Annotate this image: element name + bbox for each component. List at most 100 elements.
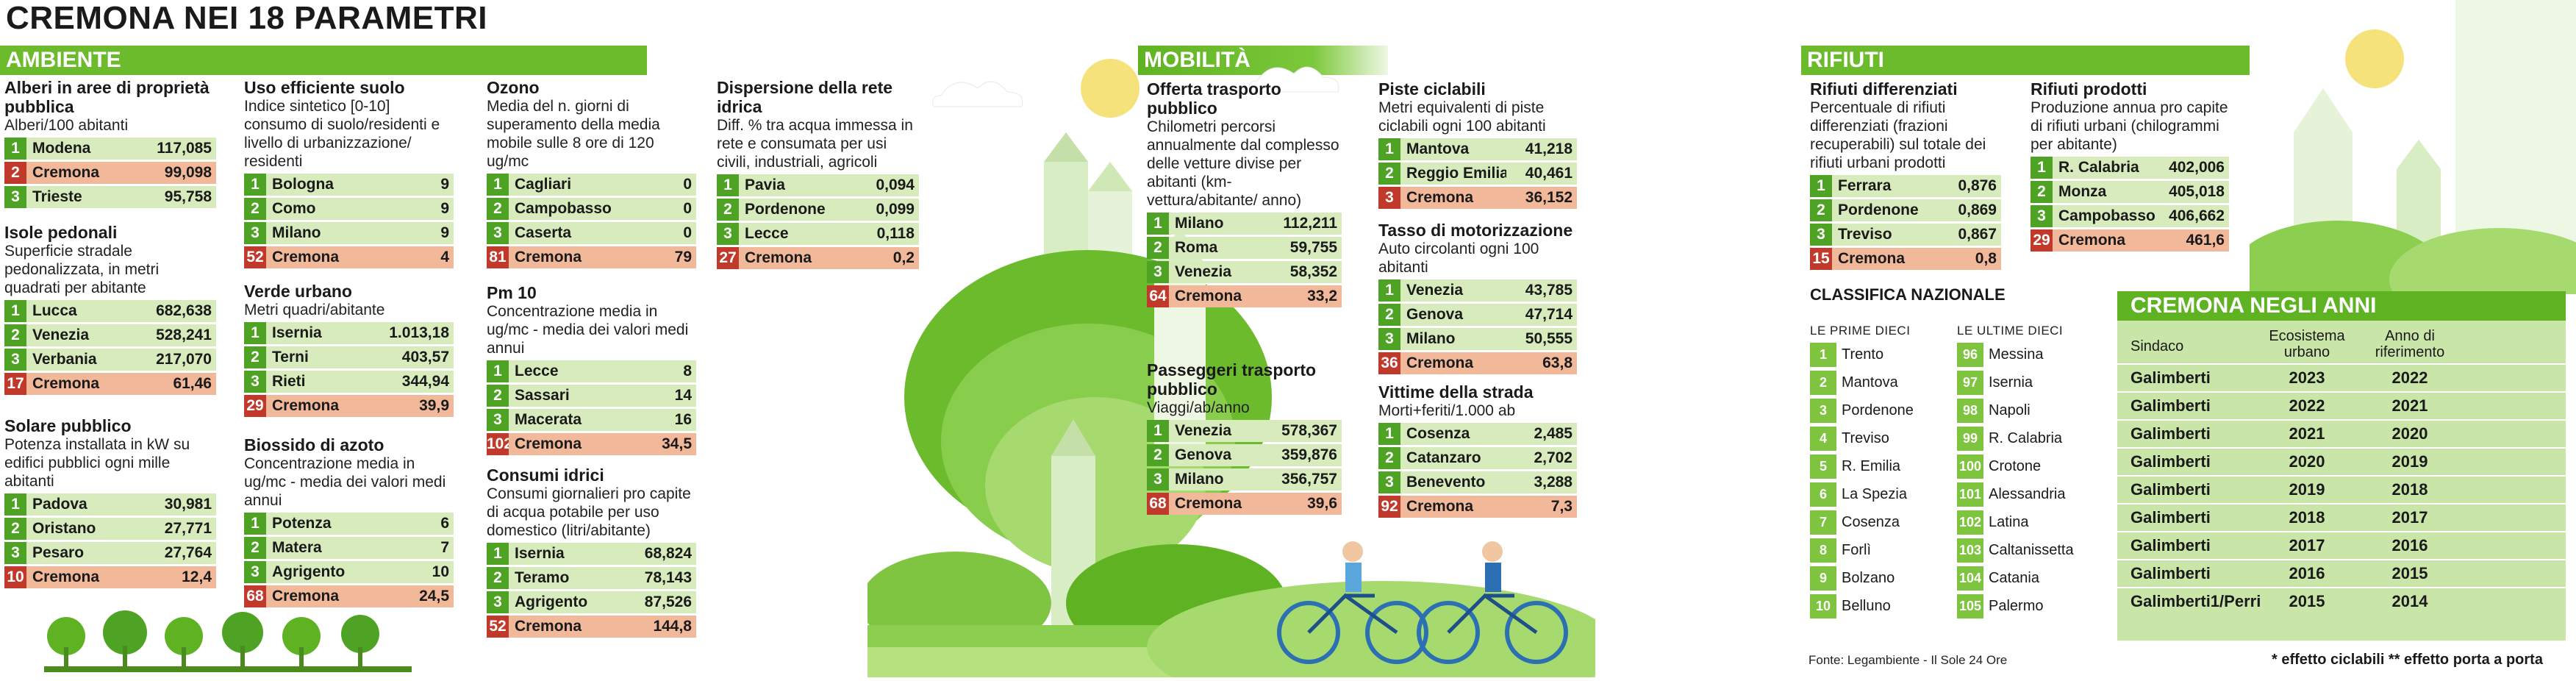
ranking-row: 3 Lecce 0,118 bbox=[717, 223, 919, 245]
block-subtitle: Viaggi/ab/anno bbox=[1147, 399, 1250, 416]
block-title: Passeggeri trasporto pubblico bbox=[1147, 360, 1317, 399]
city-value: 2,485 bbox=[1506, 423, 1577, 445]
anni-ecosistema: 2020 bbox=[2289, 452, 2325, 471]
rank-badge: 29 bbox=[2031, 229, 2053, 252]
anni-sindaco: Galimberti1/Perri bbox=[2130, 592, 2261, 610]
city-name: Venezia bbox=[1400, 279, 1506, 302]
city-value: 16 bbox=[640, 409, 696, 431]
classifica-row: 9 Bolzano bbox=[1810, 566, 1957, 591]
rank-badge: 2 bbox=[1810, 199, 1832, 221]
block-suolo: Uso efficiente suolo Indice sintetico [0… bbox=[244, 78, 454, 271]
ranking-row: 3 Pesaro 27,764 bbox=[4, 542, 216, 564]
city-value: 24,5 bbox=[398, 585, 454, 607]
ranking-list: 1 Bologna 9 2 Como 9 3 Milano 9 52 Cremona 4 bbox=[244, 174, 454, 268]
classifica-row: 7 Cosenza bbox=[1810, 510, 1957, 535]
block-alberi: Alberi in aree di proprietà pubblica Alb… bbox=[4, 78, 216, 210]
city-name: Agrigento bbox=[266, 561, 398, 583]
city-name: Como bbox=[266, 198, 398, 220]
ranking-row: 1 Lucca 682,638 bbox=[4, 300, 216, 322]
ranking-row: 3 Caserta 0 bbox=[487, 222, 696, 244]
city-value: 9 bbox=[398, 222, 454, 244]
city-name: Oristano bbox=[26, 518, 144, 540]
ranking-row: 17 Cremona 61,46 bbox=[4, 373, 216, 395]
city-name: Milano bbox=[1169, 213, 1271, 235]
classifica-row: 101 Alessandria bbox=[1957, 482, 2119, 507]
anni-row: Galimberti 2021 2020 bbox=[2117, 419, 2566, 447]
rank-badge: 52 bbox=[244, 246, 266, 268]
city-name: Milano bbox=[1169, 468, 1270, 491]
rank-badge: 10 bbox=[1810, 594, 1836, 618]
city-value: 39,9 bbox=[376, 395, 454, 417]
city-value: 8 bbox=[640, 360, 696, 382]
anni-anno: 2021 bbox=[2391, 396, 2428, 415]
block-subtitle: Superficie stradale pedonalizzata, in me… bbox=[4, 243, 160, 296]
block-subtitle: Concentrazione media in ug/mc - media de… bbox=[244, 455, 446, 509]
block-subtitle: Media del n. giorni di superamento della… bbox=[487, 98, 660, 170]
city-value: 344,94 bbox=[376, 371, 454, 393]
city-name: Cremona bbox=[1832, 248, 1938, 270]
city-name: Cremona bbox=[1169, 493, 1270, 515]
anni-ecosistema: 2018 bbox=[2289, 508, 2325, 527]
city-name: Padova bbox=[26, 493, 144, 516]
ranking-list: 1 Potenza 6 2 Matera 7 3 Agrigento 10 68 Cremona 24… bbox=[244, 513, 454, 607]
city-value: 50,555 bbox=[1506, 328, 1577, 350]
city-name: Cremona bbox=[26, 373, 144, 395]
rank-badge: 9 bbox=[1810, 566, 1836, 591]
city-name: Belluno bbox=[1842, 598, 1891, 614]
ranking-row: 3 Rieti 344,94 bbox=[244, 371, 454, 393]
rank-badge: 27 bbox=[717, 247, 739, 269]
rank-badge: 1 bbox=[244, 174, 266, 196]
anni-row: Galimberti 2017 2016 bbox=[2117, 531, 2566, 559]
city-name: Catanzaro bbox=[1400, 447, 1506, 469]
city-name: Trento bbox=[1842, 346, 1884, 363]
city-name: Pordenone bbox=[1832, 199, 1938, 221]
block-title: Tasso di motorizzazione bbox=[1378, 221, 1573, 240]
block-title: Isole pedonali bbox=[4, 223, 118, 242]
ranking-row: 1 Bologna 9 bbox=[244, 174, 454, 196]
city-name: Benevento bbox=[1400, 471, 1506, 493]
rank-badge: 2 bbox=[2031, 181, 2053, 203]
rank-badge: 1 bbox=[1810, 343, 1836, 367]
city-name: Teramo bbox=[509, 567, 626, 589]
city-value: 7,3 bbox=[1506, 496, 1577, 518]
city-value: 405,018 bbox=[2158, 181, 2229, 203]
ranking-row: 1 Mantova 41,218 bbox=[1378, 138, 1577, 160]
source-note: Fonte: Legambiente - Il Sole 24 Ore bbox=[1808, 653, 2008, 667]
city-name: Lucca bbox=[26, 300, 144, 322]
city-value: 12,4 bbox=[144, 566, 216, 588]
block-title: Pm 10 bbox=[487, 283, 537, 302]
ranking-row: 2 Monza 405,018 bbox=[2031, 181, 2229, 203]
ranking-row: 2 Genova 47,714 bbox=[1378, 304, 1577, 326]
city-name: Venezia bbox=[1169, 261, 1271, 283]
anni-anno: 2016 bbox=[2391, 536, 2428, 555]
rank-badge: 105 bbox=[1957, 594, 1983, 618]
classifica-row: 97 Isernia bbox=[1957, 371, 2119, 395]
city-name: Cremona bbox=[266, 585, 398, 607]
block-subtitle: Concentrazione media in ug/mc - media de… bbox=[487, 303, 689, 357]
city-name: Caltanissetta bbox=[1989, 542, 2074, 558]
rank-badge: 64 bbox=[1147, 285, 1169, 307]
rank-badge: 1 bbox=[1147, 213, 1169, 235]
rank-badge: 1 bbox=[1147, 420, 1169, 442]
ranking-row: 2 Pordenone 0,869 bbox=[1810, 199, 2001, 221]
rank-badge: 2 bbox=[1378, 447, 1400, 469]
city-name: Cremona bbox=[1400, 496, 1506, 518]
anni-sindaco: Galimberti bbox=[2130, 452, 2211, 471]
classifica-last-list: 96 Messina 97 Isernia 98 Napoli 99 R. Calabria 1… bbox=[1957, 343, 2119, 618]
anni-ecosistema: 2022 bbox=[2289, 396, 2325, 415]
ranking-list: 1 Venezia 578,367 2 Genova 359,876 3 Milano 356,… bbox=[1147, 420, 1342, 515]
rank-badge: 15 bbox=[1810, 248, 1832, 270]
city-name: Cremona bbox=[509, 433, 640, 455]
ranking-row: 10 Cremona 12,4 bbox=[4, 566, 216, 588]
ranking-list: 1 Cagliari 0 2 Campobasso 0 3 Caserta 0 81 Cremona… bbox=[487, 174, 696, 268]
anni-row: Galimberti1/Perri 2015 2014 bbox=[2117, 587, 2566, 615]
city-value: 217,070 bbox=[144, 349, 216, 371]
rank-badge: 52 bbox=[487, 616, 509, 638]
ranking-row: 15 Cremona 0,8 bbox=[1810, 248, 2001, 270]
block-verde: Verde urbano Metri quadri/abitante 1 Iser… bbox=[244, 282, 454, 419]
city-value: 0 bbox=[640, 222, 696, 244]
city-name: Lecce bbox=[739, 223, 856, 245]
rank-badge: 36 bbox=[1378, 352, 1400, 374]
rank-badge: 1 bbox=[4, 138, 26, 160]
anni-sindaco: Galimberti bbox=[2130, 564, 2211, 582]
